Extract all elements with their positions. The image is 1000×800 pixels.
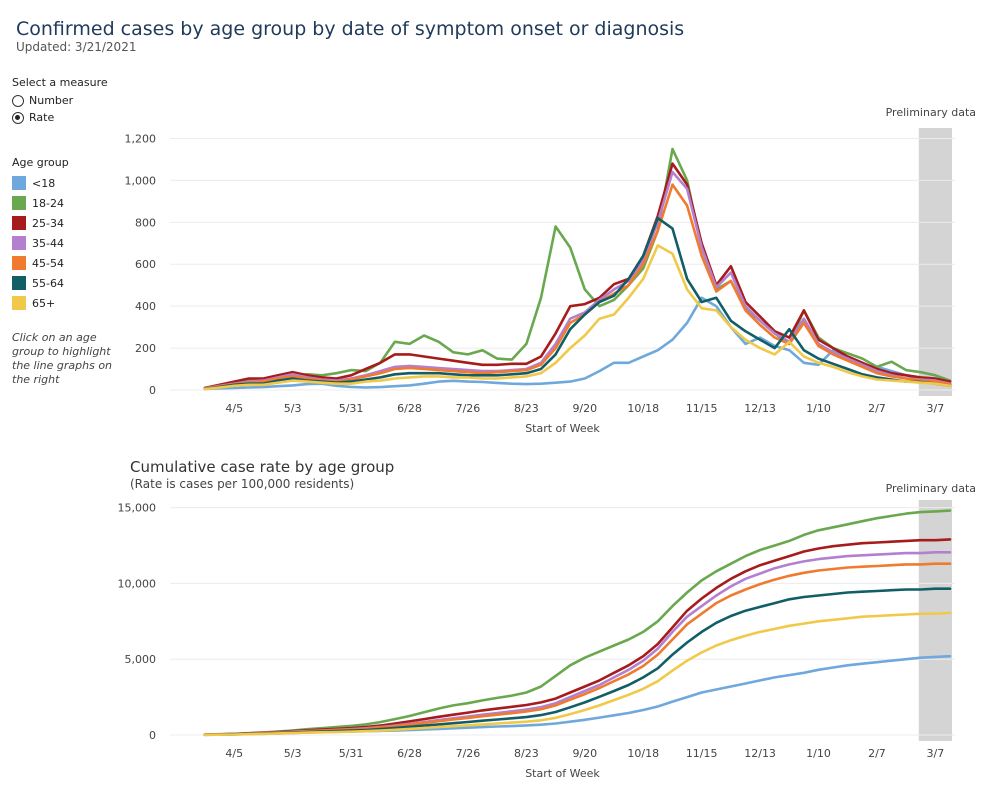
cumulative-xtick-label: 2/7 [868,747,886,760]
cases-xtick-label: 1/10 [806,402,831,415]
measure-option-label: Rate [29,111,55,124]
cumulative-preliminary-label: Preliminary data [886,482,976,495]
radio-number[interactable] [12,94,24,107]
radio-rate[interactable] [12,111,24,124]
cases-xtick-label: 9/20 [572,402,597,415]
legend-swatch [12,176,26,190]
legend-swatch [12,196,26,210]
measure-option-label: Number [29,94,74,107]
legend-item-18-24[interactable]: 18-24 [12,193,122,213]
legend-swatch [12,276,26,290]
cases-xtick-label: 3/7 [927,402,945,415]
cases-xtick-label: 7/26 [456,402,481,415]
cumulative-xtick-label: 7/26 [456,747,481,760]
legend-label: 25-34 [32,216,64,230]
legend-item-65-[interactable]: 65+ [12,293,122,313]
cases-xtick-label: 6/28 [397,402,422,415]
cases-xtick-label: 5/3 [284,402,302,415]
sidebar-controls: Select a measure Number Rate Age group <… [12,76,122,387]
cases-xtick-label: 8/23 [514,402,539,415]
cases-ytick-label: 400 [135,300,156,313]
cumulative-xtick-label: 3/7 [927,747,945,760]
cumulative-xtick-label: 8/23 [514,747,539,760]
legend-item-25-34[interactable]: 25-34 [12,213,122,233]
cases-ytick-label: 800 [135,216,156,229]
cases-ytick-label: 1,000 [125,174,157,187]
cumulative-chart-subtitle: (Rate is cases per 100,000 residents) [130,477,355,491]
cases-xtick-label: 12/13 [744,402,776,415]
cases-preliminary-label: Preliminary data [886,106,976,119]
cases-ytick-label: 1,200 [125,132,157,145]
cases-series-line--18 [203,296,952,391]
cumulative-xtick-label: 10/18 [627,747,659,760]
cases-ytick-label: 200 [135,342,156,355]
cumulative-chart-title: Cumulative case rate by age group [130,458,395,476]
cases-series-line-55-64 [203,216,952,391]
cases-xtick-label: 10/18 [627,402,659,415]
cumulative-ytick-label: 5,000 [125,653,157,666]
measure-option-number[interactable]: Number [12,92,122,109]
cumulative-ytick-label: 10,000 [118,577,157,590]
updated-date: Updated: 3/21/2021 [16,40,137,54]
cumulative-series-line-45-54 [203,562,952,737]
cases-series-line-25-34 [203,162,952,390]
legend-label: 55-64 [32,276,64,290]
measure-option-rate[interactable]: Rate [12,109,122,126]
cases-series-line-65- [203,244,952,391]
cumulative-xtick-label: 1/10 [806,747,831,760]
legend-swatch [12,256,26,270]
cumulative-xtick-label: 9/20 [572,747,597,760]
legend-label: 18-24 [32,196,64,210]
legend-item-45-54[interactable]: 45-54 [12,253,122,273]
cumulative-ytick-label: 15,000 [118,502,157,515]
legend-label: <18 [32,176,56,190]
cumulative-xtick-label: 5/3 [284,747,302,760]
cases-ytick-label: 0 [149,384,156,397]
cases-xtick-label: 2/7 [868,402,886,415]
legend-swatch [12,216,26,230]
cumulative-ytick-label: 0 [149,729,156,742]
legend-swatch [12,296,26,310]
legend-item--18[interactable]: <18 [12,173,122,193]
cumulative-xtick-label: 4/5 [225,747,243,760]
cases-xtick-label: 5/31 [339,402,364,415]
cumulative-preliminary-band [918,500,952,741]
legend-label: 35-44 [32,236,64,250]
page-title: Confirmed cases by age group by date of … [16,18,685,40]
cumulative-series-line-35-44 [203,550,952,737]
age-group-label: Age group [12,156,69,169]
cases-xtick-label: 4/5 [225,402,243,415]
cases-ytick-label: 600 [135,258,156,271]
cases-xtick-label: 11/15 [686,402,718,415]
cumulative-series-line-18-24 [203,509,952,736]
cumulative-xtick-label: 5/31 [339,747,364,760]
cases-preliminary-band [918,128,952,396]
cases-x-axis-title: Start of Week [525,422,600,435]
cumulative-xtick-label: 6/28 [397,747,422,760]
legend-hint: Click on an age group to highlight the l… [12,331,113,386]
legend-item-55-64[interactable]: 55-64 [12,273,122,293]
cases-series-line-45-54 [203,183,952,391]
legend-label: 65+ [32,296,56,310]
legend-swatch [12,236,26,250]
cumulative-x-axis-title: Start of Week [525,767,600,780]
cumulative-xtick-label: 12/13 [744,747,776,760]
age-group-legend: <18 18-24 25-34 35-44 45-54 55-64 65+ [12,173,122,313]
cumulative-xtick-label: 11/15 [686,747,718,760]
measure-label: Select a measure [12,76,108,89]
legend-item-35-44[interactable]: 35-44 [12,233,122,253]
cumulative-series-line-65- [203,611,952,737]
legend-label: 45-54 [32,256,64,270]
